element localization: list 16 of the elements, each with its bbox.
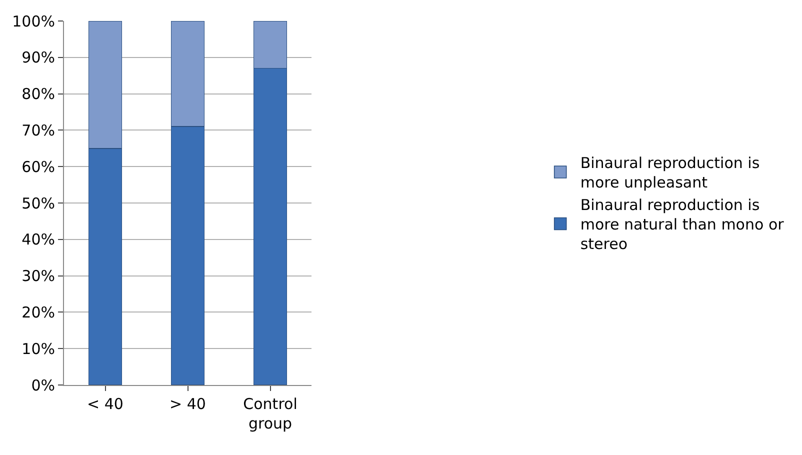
y-tick-label: 50%	[22, 194, 55, 212]
x-tick-label: < 40	[87, 395, 124, 413]
y-tick-label: 40%	[22, 230, 55, 249]
x-tick-label: > 40	[170, 395, 206, 413]
y-tick-label: 20%	[22, 303, 55, 322]
y-tick-label: 100%	[12, 12, 55, 30]
y-tick-label: 0%	[31, 376, 55, 394]
legend-label: Binaural reproduction is more natural than mono or stereo	[580, 196, 785, 254]
y-tick-label: 90%	[22, 48, 55, 67]
y-tick-label: 80%	[22, 85, 55, 104]
legend-label: Binaural reproduction is more unpleasant	[580, 154, 760, 192]
y-tick-label: 70%	[22, 121, 55, 140]
y-tick-label: 10%	[22, 340, 55, 358]
y-tick-label: 30%	[22, 267, 55, 286]
y-tick-label: 60%	[22, 158, 55, 176]
x-tick-label: Control group	[243, 395, 298, 432]
